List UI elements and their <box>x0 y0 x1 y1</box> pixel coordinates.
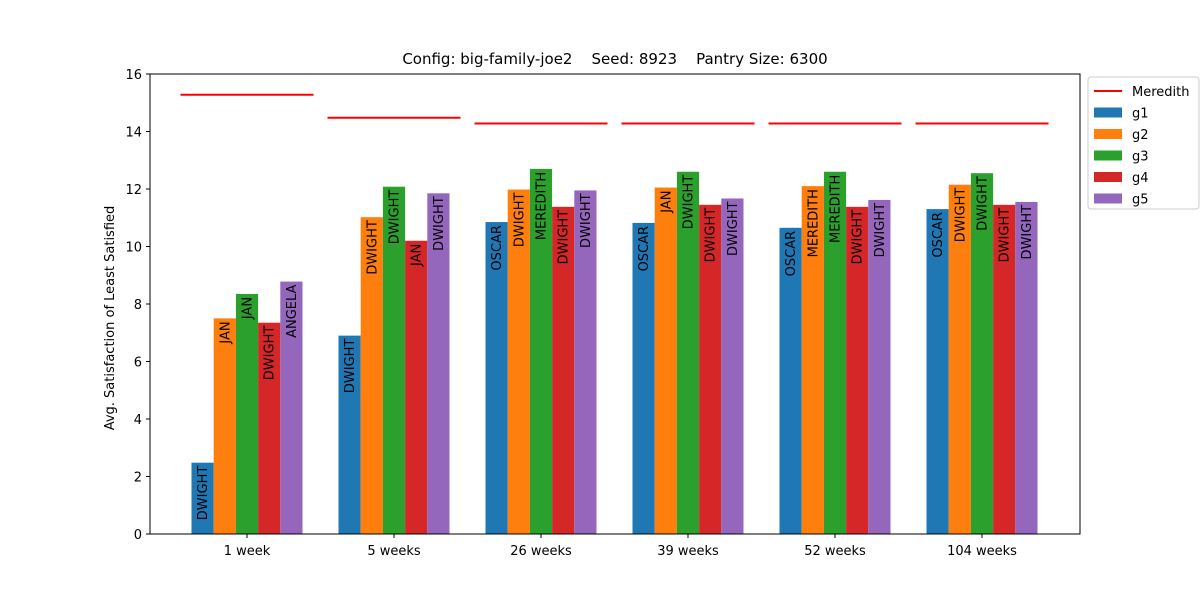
bar-g4-4 <box>846 206 869 534</box>
x-tick-label: 1 week <box>224 544 271 559</box>
bar-label-g2-3: JAN <box>659 191 674 214</box>
bar-label-g4-4: DWIGHT <box>851 210 866 265</box>
bar-g2-0 <box>213 318 236 534</box>
bar-g2-1 <box>360 217 383 535</box>
bar-g4-2 <box>552 206 575 534</box>
bar-g1-1 <box>338 335 361 534</box>
bar-g2-2 <box>507 189 530 534</box>
bar-g5-1 <box>427 193 450 534</box>
bar-label-g3-3: DWIGHT <box>682 175 697 230</box>
y-tick-label: 2 <box>134 471 142 486</box>
legend-swatch-g1 <box>1094 107 1122 118</box>
bar-g3-1 <box>382 186 406 534</box>
bar-label-g5-4: DWIGHT <box>873 203 888 258</box>
y-tick-label: 0 <box>134 528 142 543</box>
legend-swatch-g4 <box>1094 172 1122 182</box>
bar-g3-0 <box>235 293 259 534</box>
bar-g1-0 <box>191 462 214 534</box>
bar-label-g3-5: DWIGHT <box>976 176 991 231</box>
bar-g3-4 <box>823 171 847 534</box>
x-tick-label: 5 weeks <box>367 544 421 559</box>
bar-g5-4 <box>868 199 891 535</box>
legend: Meredith g1 g2 g3 g4 g5 <box>1087 76 1200 210</box>
bar-g5-3 <box>721 198 744 535</box>
x-tick-label: 52 weeks <box>804 544 866 559</box>
bar-g4-1 <box>405 240 428 534</box>
bar-label-g3-1: DWIGHT <box>388 190 403 245</box>
y-tick-label: 16 <box>125 68 142 83</box>
y-tick-label: 8 <box>134 298 142 313</box>
bar-label-g3-4: MEREDITH <box>829 175 844 243</box>
bar-g5-5 <box>1015 201 1038 534</box>
y-tick-label: 6 <box>134 356 142 371</box>
legend-label-g5: g5 <box>1132 193 1149 208</box>
bar-label-g5-2: DWIGHT <box>579 193 594 248</box>
bar-label-g4-3: DWIGHT <box>704 208 719 263</box>
bar-label-g5-1: DWIGHT <box>432 196 447 251</box>
bar-g2-4 <box>801 186 824 534</box>
y-tick-label: 12 <box>125 183 142 198</box>
reference-lines-layer <box>180 93 1049 125</box>
legend-swatch-g2 <box>1094 129 1122 139</box>
legend-swatch-g3 <box>1094 150 1122 161</box>
bar-label-g4-1: JAN <box>410 244 425 267</box>
legend-label-g3: g3 <box>1132 150 1149 165</box>
x-axis-ticks: 1 week 5 weeks 26 weeks 39 weeks 52 weeks 104… <box>224 534 1017 559</box>
bar-g4-5 <box>993 204 1016 534</box>
legend-label-g4: g4 <box>1132 171 1149 186</box>
y-tick-label: 4 <box>134 413 142 428</box>
bar-label-g1-4: OSCAR <box>784 231 799 277</box>
bar-label-g4-2: DWIGHT <box>557 210 572 265</box>
bar-label-g2-5: DWIGHT <box>953 188 968 243</box>
bar-label-g1-2: OSCAR <box>490 225 505 271</box>
legend-label-meredith: Meredith <box>1132 85 1189 100</box>
bar-label-g3-0: JAN <box>241 297 256 320</box>
bar-g5-2 <box>574 190 597 534</box>
bar-label-g1-3: OSCAR <box>637 226 652 271</box>
bar-g1-2 <box>485 222 508 534</box>
bar-label-g2-2: DWIGHT <box>512 193 527 248</box>
bar-label-g5-3: DWIGHT <box>726 201 741 256</box>
x-tick-label: 104 weeks <box>947 544 1017 559</box>
bar-g3-5 <box>970 173 994 534</box>
chart-title: Config: big-family-joe2 Seed: 8923 Pantr… <box>402 50 827 68</box>
bar-label-g2-0: JAN <box>218 321 233 344</box>
bar-label-g2-4: MEREDITH <box>806 189 821 257</box>
bar-label-g4-0: DWIGHT <box>263 326 278 381</box>
bar-g2-5 <box>948 184 971 534</box>
bar-g2-3 <box>654 187 677 534</box>
bar-label-g3-2: MEREDITH <box>535 172 550 240</box>
bar-label-g4-5: DWIGHT <box>998 208 1013 263</box>
x-tick-label: 26 weeks <box>510 544 572 559</box>
bar-label-g1-1: DWIGHT <box>343 339 358 394</box>
bar-label-g1-5: OSCAR <box>931 212 946 258</box>
bar-g4-0 <box>258 322 281 534</box>
bar-g3-2 <box>529 168 553 534</box>
x-tick-label: 39 weeks <box>657 544 719 559</box>
bar-g1-5 <box>926 209 949 534</box>
bar-labels-layer: DWIGHT JAN JAN DWIGHT ANGELA DWIGHT DWIGHT DWIG… <box>196 172 1035 520</box>
legend-label-g1: g1 <box>1132 107 1149 122</box>
bar-label-g2-1: DWIGHT <box>365 220 380 275</box>
y-tick-label: 10 <box>125 241 142 256</box>
y-axis-ticks: 0 2 4 6 8 10 12 14 16 <box>125 68 150 543</box>
bars-layer <box>191 168 1038 535</box>
bar-g3-3 <box>676 171 700 534</box>
legend-swatch-g5 <box>1094 193 1122 204</box>
bar-g1-4 <box>779 227 802 534</box>
bar-g4-3 <box>699 204 722 534</box>
y-axis-label: Avg. Satisfaction of Least Satisfied <box>103 206 118 431</box>
bar-g5-0 <box>280 281 303 534</box>
bar-label-g1-0: DWIGHT <box>196 466 211 521</box>
y-tick-label: 14 <box>125 126 142 141</box>
bar-label-g5-5: DWIGHT <box>1020 205 1035 260</box>
bar-g1-3 <box>632 222 655 535</box>
legend-label-g2: g2 <box>1132 128 1149 143</box>
bar-label-g5-0: ANGELA <box>285 284 300 337</box>
